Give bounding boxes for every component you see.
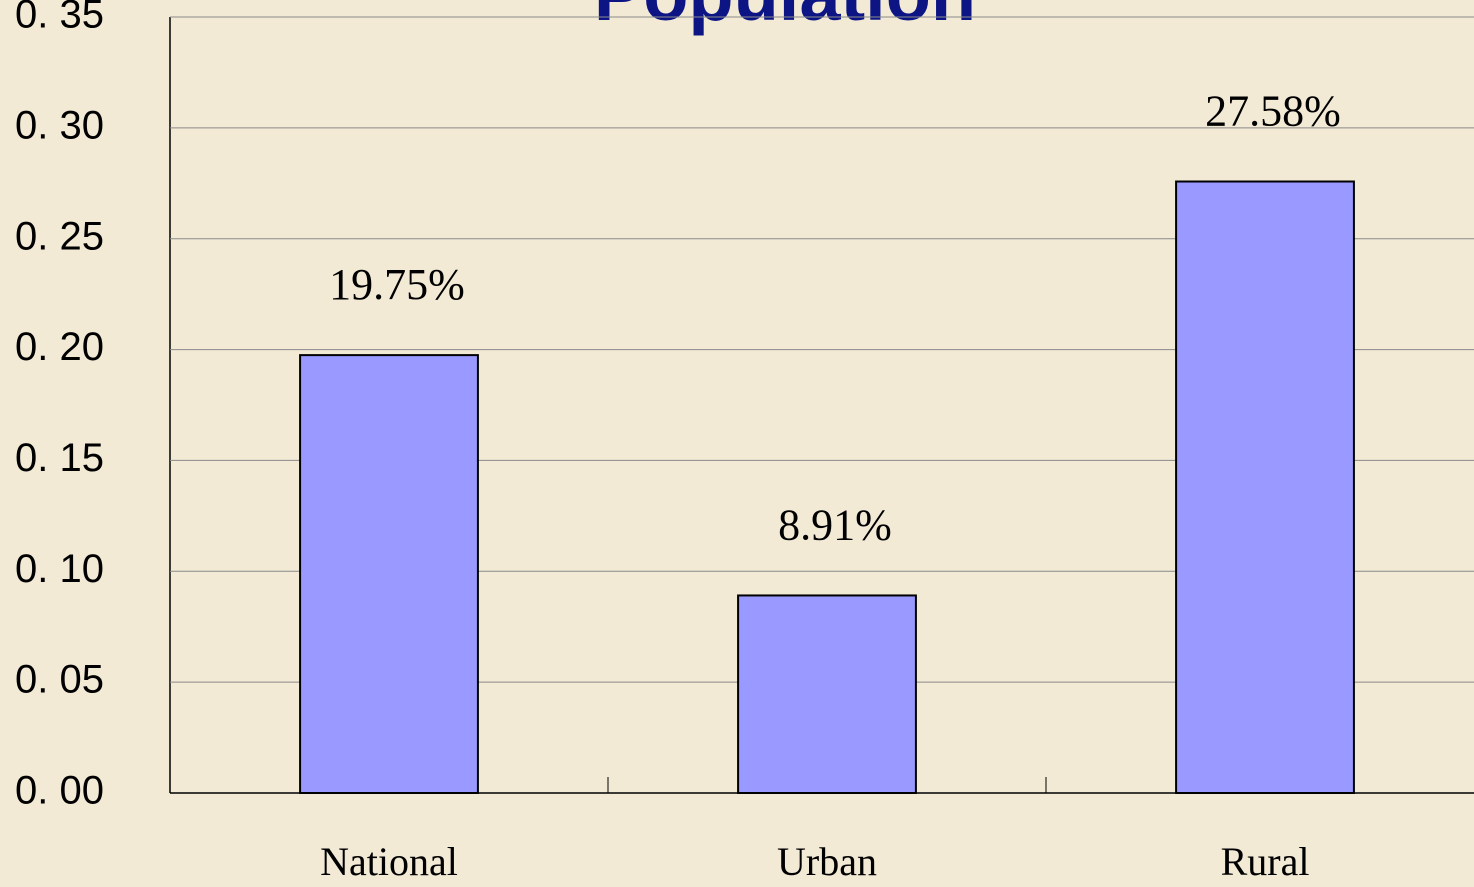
x-tick-label: National <box>320 839 458 884</box>
y-tick-label: 0. 15 <box>15 436 104 480</box>
chart-title: Population <box>594 0 976 36</box>
y-tick-label: 0. 05 <box>15 658 104 702</box>
bar <box>300 355 478 793</box>
y-tick-label: 0. 00 <box>15 769 104 813</box>
value-label: 8.91% <box>778 501 892 550</box>
y-tick-label: 0. 10 <box>15 547 104 591</box>
y-tick-label: 0. 20 <box>15 325 104 369</box>
value-label: 27.58% <box>1205 87 1341 136</box>
bar <box>1176 182 1354 793</box>
y-tick-label: 0. 30 <box>15 103 104 147</box>
value-label: 19.75% <box>329 260 465 309</box>
page: {"chart_data": {"type": "bar", "title": … <box>0 0 1474 887</box>
x-tick-label: Rural <box>1221 839 1310 884</box>
chart: Population 0. 00 0. 05 0. 10 0. 15 0. 20 0. 2… <box>0 0 1474 887</box>
y-tick-label: 0. 25 <box>15 214 104 258</box>
x-tick-label: Urban <box>777 839 877 884</box>
bar <box>738 595 916 793</box>
y-tick-label: 0. 35 <box>15 0 104 37</box>
